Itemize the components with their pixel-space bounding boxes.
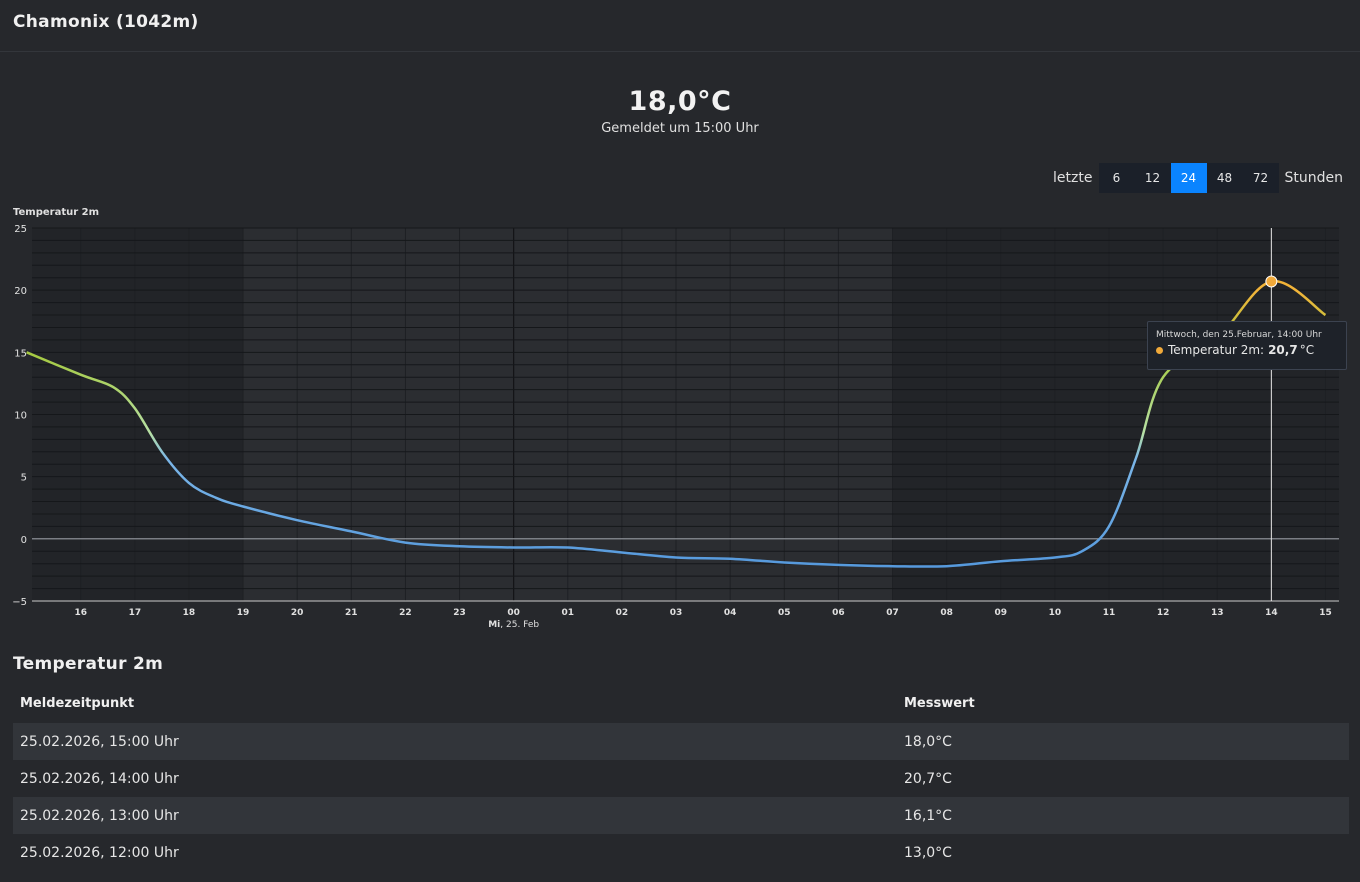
tooltip-series: Temperatur 2m: bbox=[1168, 343, 1265, 357]
date-label: Mi, 25. Feb bbox=[488, 620, 539, 630]
x-tick-label: 14 bbox=[1265, 608, 1278, 618]
table-row: 25.02.2026, 15:00 Uhr 18,0°C bbox=[13, 723, 1349, 760]
x-tick-label: 17 bbox=[129, 608, 142, 618]
temperature-chart: Temperatur 2m −5 0 5 10 15 20 25 16 17 18 19 20 21 22 2… bbox=[0, 200, 1360, 640]
tooltip-unit: °C bbox=[1299, 343, 1315, 357]
temperature-series-line bbox=[26, 280, 1327, 568]
x-tick-label: 20 bbox=[291, 608, 304, 618]
column-header-time: Meldezeitpunkt bbox=[20, 696, 135, 711]
x-tick-label: 04 bbox=[724, 608, 737, 618]
x-tick-label: 16 bbox=[74, 608, 87, 618]
tooltip-value: 20,7 bbox=[1268, 343, 1298, 357]
row-value: 16,1°C bbox=[897, 797, 1349, 834]
x-tick-label: 10 bbox=[1049, 608, 1062, 618]
range-72-button[interactable]: 72 bbox=[1242, 163, 1279, 193]
x-tick-label: 15 bbox=[1319, 608, 1332, 618]
table-row: 25.02.2026, 12:00 Uhr 13,0°C bbox=[13, 834, 1349, 871]
x-tick-label: 06 bbox=[832, 608, 845, 618]
range-prefix: letzte bbox=[1053, 170, 1093, 186]
time-range-selector: letzte 6 12 24 48 72 Stunden bbox=[1047, 163, 1349, 193]
row-value: 18,0°C bbox=[897, 723, 1349, 760]
x-tick-label: 02 bbox=[616, 608, 629, 618]
table-row: 25.02.2026, 14:00 Uhr 20,7°C bbox=[13, 760, 1349, 797]
row-time: 25.02.2026, 15:00 Uhr bbox=[13, 723, 897, 760]
highlight-point bbox=[1265, 275, 1278, 288]
x-tick-label: 00 bbox=[507, 608, 520, 618]
station-title: Chamonix (1042m) bbox=[0, 0, 1360, 52]
x-tick-label: 23 bbox=[453, 608, 466, 618]
x-tick-label: 11 bbox=[1103, 608, 1116, 618]
y-tick-label: 20 bbox=[14, 286, 27, 297]
row-time: 25.02.2026, 14:00 Uhr bbox=[20, 770, 179, 787]
x-tick-label: 05 bbox=[778, 608, 791, 618]
y-tick-label: −5 bbox=[12, 597, 27, 608]
x-tick-label: 22 bbox=[399, 608, 412, 618]
measurements-table: Meldezeitpunkt Messwert 25.02.2026, 15:0… bbox=[13, 688, 1349, 871]
row-time: 25.02.2026, 12:00 Uhr bbox=[20, 844, 179, 861]
x-tick-label: 09 bbox=[994, 608, 1007, 618]
range-48-button[interactable]: 48 bbox=[1206, 163, 1243, 193]
row-value: 20,7°C bbox=[904, 770, 952, 787]
y-tick-label: 10 bbox=[14, 411, 27, 422]
y-tick-label: 5 bbox=[21, 473, 27, 484]
x-tick-label: 08 bbox=[940, 608, 953, 618]
range-6-button[interactable]: 6 bbox=[1098, 163, 1135, 193]
y-axis-title: Temperatur 2m bbox=[13, 207, 99, 218]
x-tick-label: 07 bbox=[886, 608, 899, 618]
range-suffix: Stunden bbox=[1284, 170, 1344, 186]
report-time: Gemeldet um 15:00 Uhr bbox=[601, 121, 759, 136]
y-tick-label: 25 bbox=[14, 224, 27, 235]
current-reading: 18,0°C Gemeldet um 15:00 Uhr bbox=[0, 86, 1360, 136]
column-header-value: Messwert bbox=[904, 696, 975, 711]
row-value: 13,0°C bbox=[904, 844, 952, 861]
current-temperature: 18,0°C bbox=[628, 86, 732, 117]
measurements-section: Temperatur 2m Meldezeitpunkt Messwert 25… bbox=[13, 654, 1349, 871]
x-tick-label: 21 bbox=[345, 608, 358, 618]
x-tick-label: 19 bbox=[237, 608, 250, 618]
y-tick-label: 0 bbox=[21, 535, 27, 546]
x-tick-label: 12 bbox=[1157, 608, 1170, 618]
x-tick-label: 01 bbox=[562, 608, 575, 618]
range-24-button[interactable]: 24 bbox=[1170, 163, 1207, 193]
y-tick-label: 15 bbox=[14, 348, 27, 359]
tooltip-title: Mittwoch, den 25.Februar, 14:00 Uhr bbox=[1156, 330, 1322, 340]
range-12-button[interactable]: 12 bbox=[1134, 163, 1171, 193]
table-title: Temperatur 2m bbox=[13, 654, 164, 674]
x-tick-label: 03 bbox=[670, 608, 683, 618]
x-tick-label: 13 bbox=[1211, 608, 1224, 618]
x-tick-label: 18 bbox=[183, 608, 196, 618]
series-dot-icon bbox=[1156, 346, 1163, 354]
row-time: 25.02.2026, 13:00 Uhr bbox=[13, 797, 897, 834]
table-row: 25.02.2026, 13:00 Uhr 16,1°C bbox=[13, 797, 1349, 834]
chart-tooltip: Mittwoch, den 25.Februar, 14:00 Uhr Temp… bbox=[1147, 321, 1347, 370]
